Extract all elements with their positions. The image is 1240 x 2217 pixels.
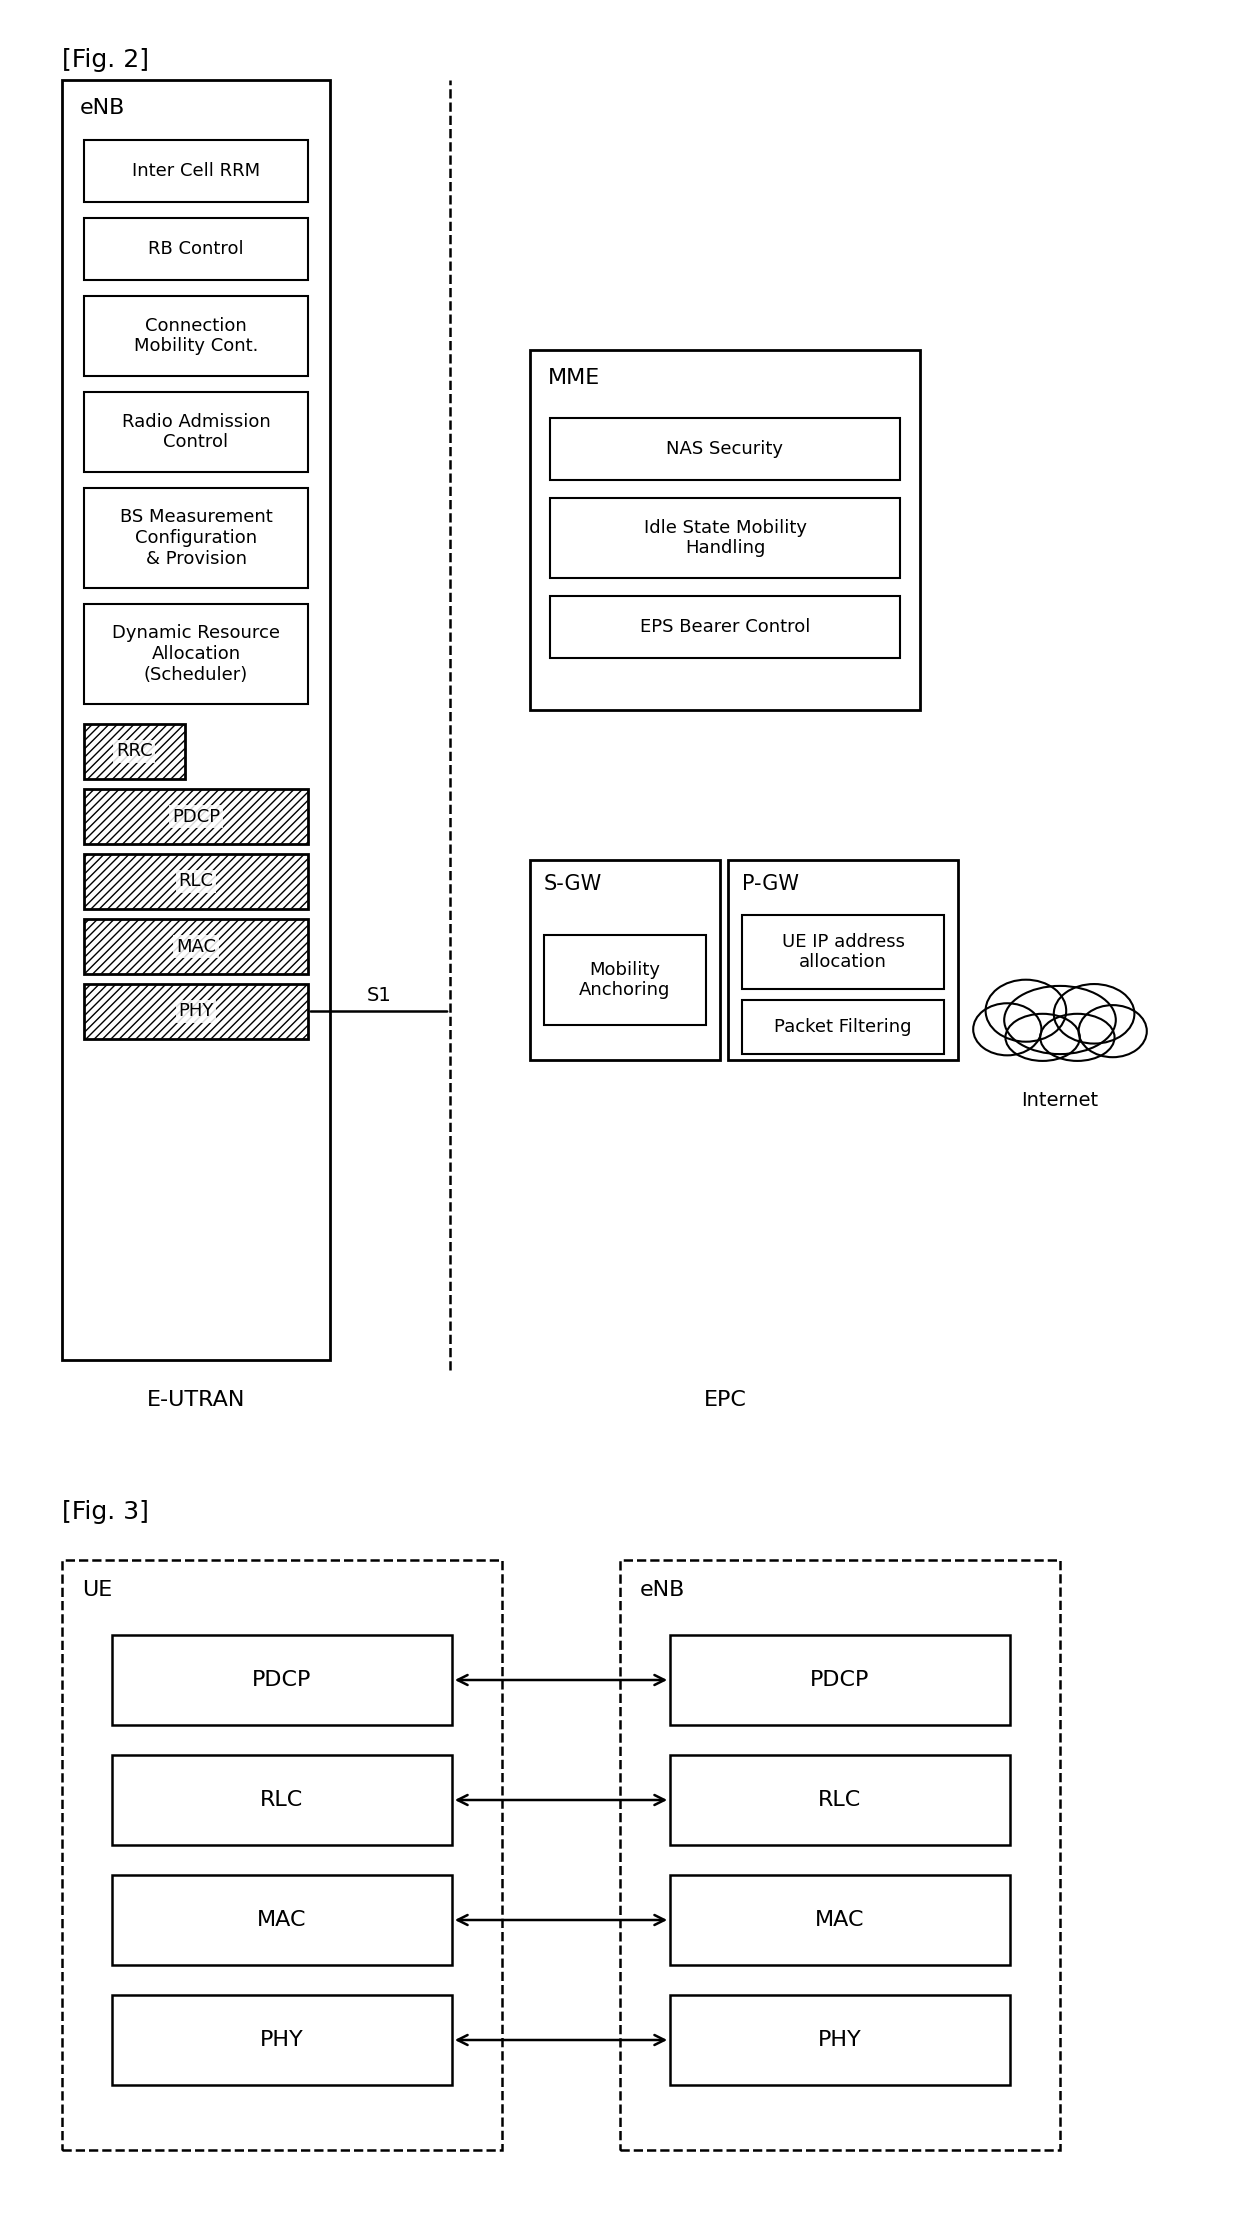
Text: PDCP: PDCP xyxy=(172,807,219,825)
Text: NAS Security: NAS Security xyxy=(667,439,784,459)
Text: P-GW: P-GW xyxy=(742,873,799,893)
Text: eNB: eNB xyxy=(81,98,125,118)
Bar xyxy=(62,1561,502,2150)
Text: PDCP: PDCP xyxy=(252,1669,311,1689)
Bar xyxy=(84,140,308,202)
Text: MAC: MAC xyxy=(815,1911,864,1931)
Text: Connection
Mobility Cont.: Connection Mobility Cont. xyxy=(134,317,258,355)
Bar xyxy=(84,854,308,909)
Text: UE IP address
allocation: UE IP address allocation xyxy=(781,933,904,971)
Text: Mobility
Anchoring: Mobility Anchoring xyxy=(579,960,671,1000)
Text: Inter Cell RRM: Inter Cell RRM xyxy=(131,162,260,180)
Text: [Fig. 2]: [Fig. 2] xyxy=(62,49,149,71)
Text: BS Measurement
Configuration
& Provision: BS Measurement Configuration & Provision xyxy=(119,508,273,568)
Bar xyxy=(112,1995,453,2084)
Bar xyxy=(112,1876,453,1964)
Bar xyxy=(544,936,706,1024)
Text: E-UTRAN: E-UTRAN xyxy=(146,1390,246,1410)
Bar xyxy=(84,488,308,588)
Text: PHY: PHY xyxy=(179,1002,213,1020)
Ellipse shape xyxy=(1006,1013,1080,1062)
Text: RLC: RLC xyxy=(179,873,213,891)
Ellipse shape xyxy=(1004,987,1116,1053)
Text: RLC: RLC xyxy=(260,1789,304,1809)
Ellipse shape xyxy=(1040,1013,1115,1062)
Text: PDCP: PDCP xyxy=(810,1669,869,1689)
Text: PHY: PHY xyxy=(260,2031,304,2051)
Bar xyxy=(529,350,920,709)
Text: Internet: Internet xyxy=(1022,1091,1099,1108)
Bar xyxy=(670,1995,1011,2084)
Text: RRC: RRC xyxy=(117,743,153,760)
Bar xyxy=(551,596,900,658)
Ellipse shape xyxy=(1054,984,1135,1044)
Text: EPS Bearer Control: EPS Bearer Control xyxy=(640,619,810,636)
Bar xyxy=(84,392,308,472)
Bar xyxy=(742,916,944,989)
Bar xyxy=(670,1876,1011,1964)
Text: EPC: EPC xyxy=(703,1390,746,1410)
Bar xyxy=(620,1561,1060,2150)
Text: eNB: eNB xyxy=(640,1581,686,1601)
Bar xyxy=(62,80,330,1359)
Text: S1: S1 xyxy=(367,987,392,1004)
Text: MAC: MAC xyxy=(257,1911,306,1931)
Text: PHY: PHY xyxy=(818,2031,862,2051)
Text: UE: UE xyxy=(82,1581,113,1601)
Text: Idle State Mobility
Handling: Idle State Mobility Handling xyxy=(644,519,806,556)
Text: MAC: MAC xyxy=(176,938,216,956)
Bar xyxy=(112,1634,453,1725)
Bar xyxy=(728,860,959,1060)
Bar xyxy=(84,920,308,973)
Ellipse shape xyxy=(1079,1004,1147,1058)
Text: Radio Admission
Control: Radio Admission Control xyxy=(122,412,270,452)
Text: Dynamic Resource
Allocation
(Scheduler): Dynamic Resource Allocation (Scheduler) xyxy=(112,625,280,683)
Bar xyxy=(529,860,720,1060)
Text: MME: MME xyxy=(548,368,600,388)
Bar xyxy=(84,603,308,705)
Bar xyxy=(112,1756,453,1845)
Ellipse shape xyxy=(986,980,1066,1042)
Text: RB Control: RB Control xyxy=(149,239,244,257)
Text: Packet Filtering: Packet Filtering xyxy=(774,1018,911,1035)
Bar xyxy=(84,725,185,778)
Ellipse shape xyxy=(973,1004,1042,1055)
Bar xyxy=(551,419,900,481)
Bar xyxy=(84,984,308,1040)
Bar xyxy=(742,1000,944,1053)
Bar xyxy=(670,1634,1011,1725)
Text: S-GW: S-GW xyxy=(544,873,603,893)
Bar xyxy=(84,297,308,377)
Bar xyxy=(84,789,308,845)
Text: RLC: RLC xyxy=(818,1789,862,1809)
Text: [Fig. 3]: [Fig. 3] xyxy=(62,1501,149,1523)
Bar xyxy=(84,217,308,279)
Bar xyxy=(551,499,900,579)
Bar xyxy=(670,1756,1011,1845)
